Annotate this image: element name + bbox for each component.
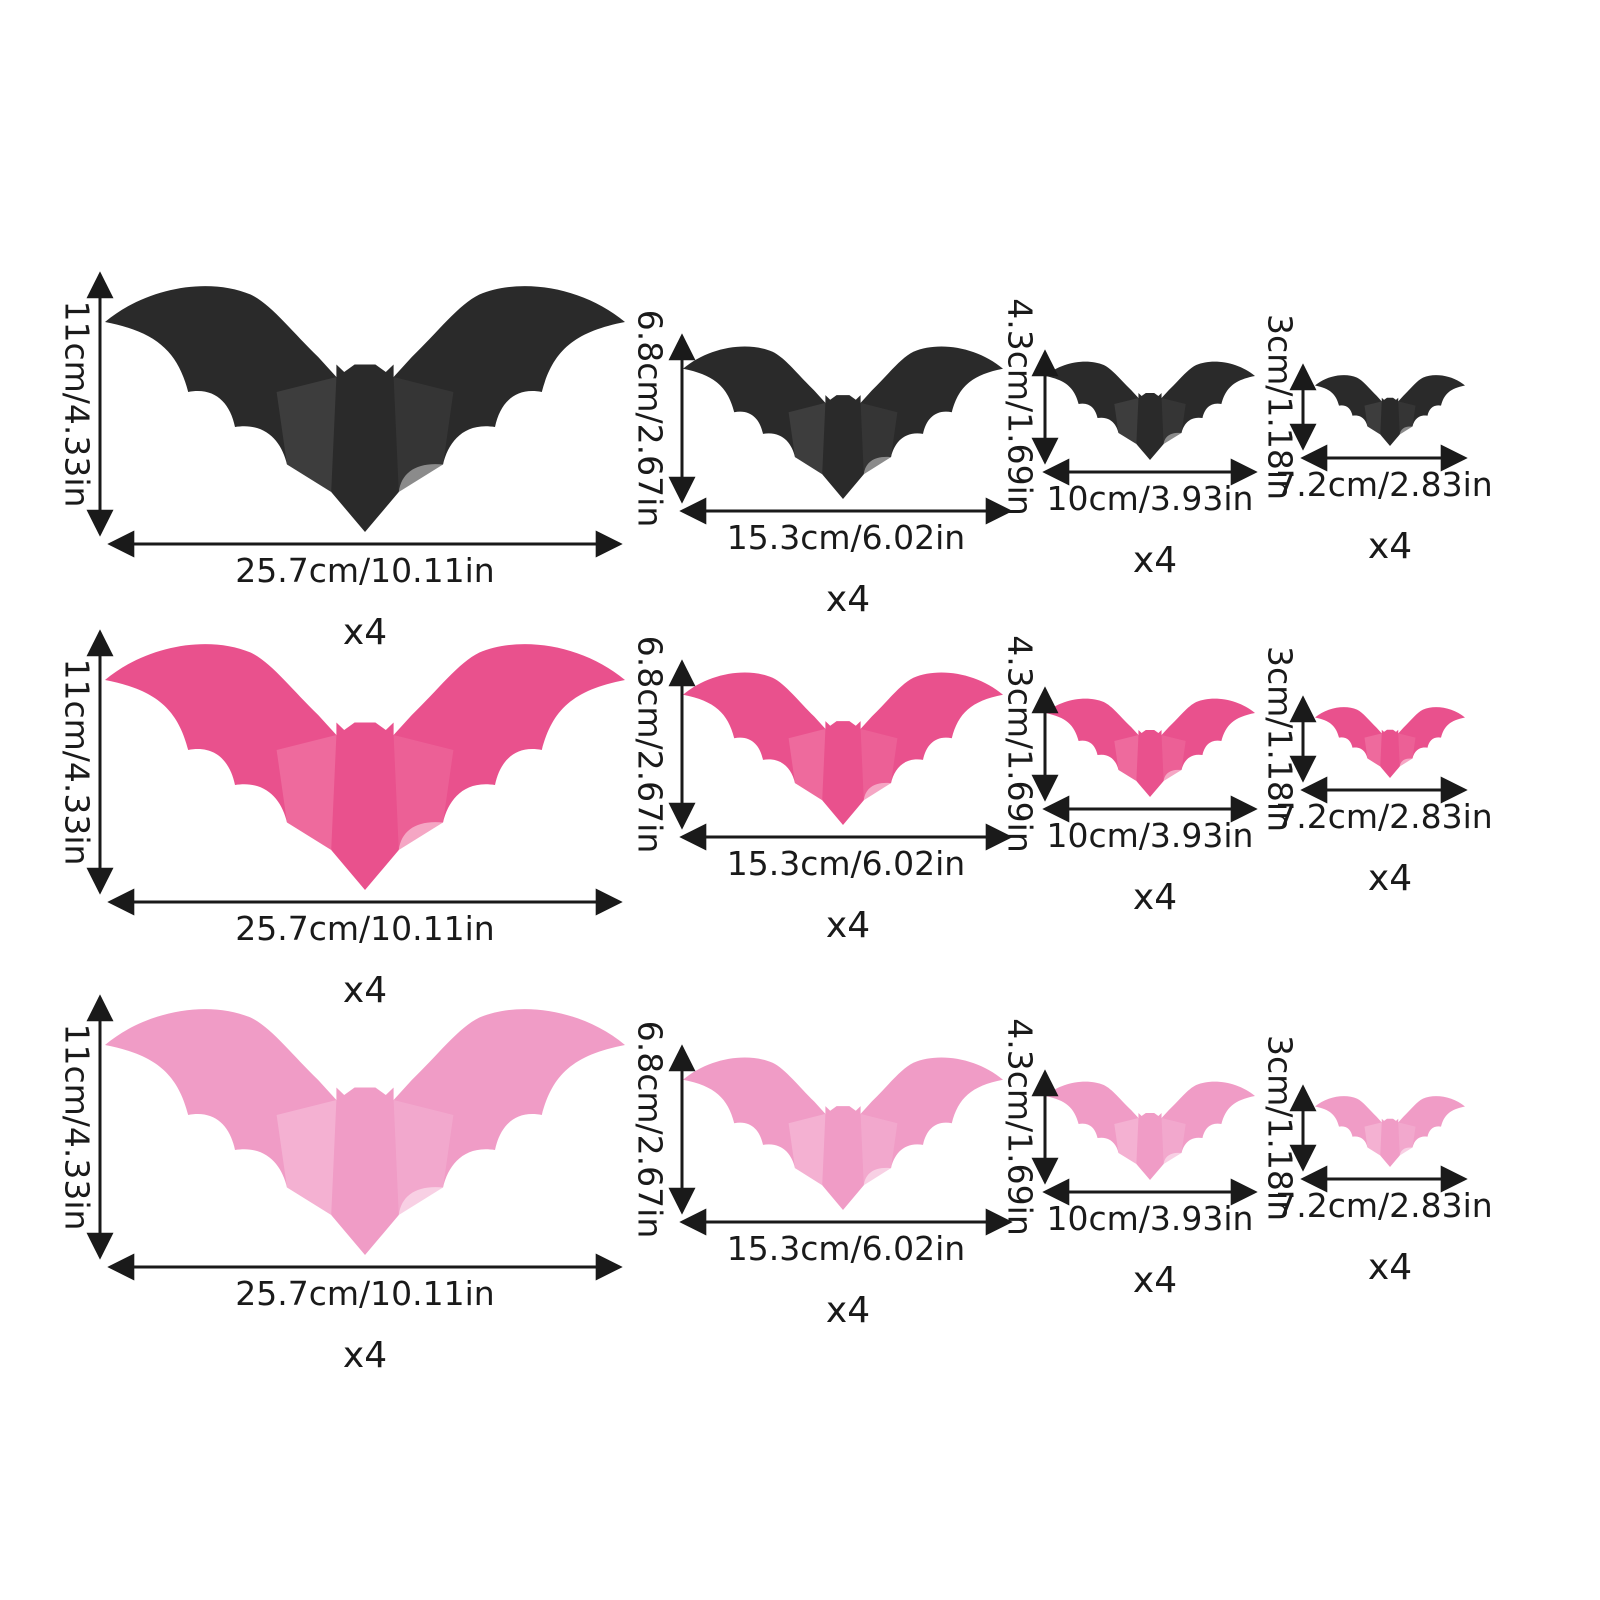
wing-fold-shade [1364,401,1382,435]
wing-fold-shade [788,1113,826,1186]
width-label: 15.3cm/6.02in [727,844,965,883]
quantity-label: x4 [826,1290,870,1331]
bat-silhouette-icon [105,286,625,532]
width-label: 15.3cm/6.02in [727,1229,965,1268]
bat-silhouette-icon [683,346,1003,499]
bat-silhouette-icon [1315,375,1465,446]
bat-item: 4.3cm/1.69in 10cm/3.93in x4 [1001,1018,1258,1301]
quantity-label: x4 [826,579,870,620]
wing-fold-shade [393,1100,454,1215]
wing-fold-shade [1398,401,1416,435]
width-label: 15.3cm/6.02in [727,518,965,557]
bat-item: 4.3cm/1.69in 10cm/3.93in x4 [1001,298,1258,581]
bat-item: 4.3cm/1.69in 10cm/3.93in x4 [1001,635,1258,918]
quantity-label: x4 [343,1335,387,1376]
quantity-label: x4 [1368,1247,1412,1288]
height-label: 11cm/4.33in [58,1024,97,1231]
bat-silhouette-icon [105,1009,625,1255]
bat-silhouette-icon [1045,361,1255,460]
wing-fold-shade [1161,398,1186,444]
width-label: 25.7cm/10.11in [235,909,494,948]
wing-fold-shade [393,735,454,850]
height-label: 4.3cm/1.69in [1001,1018,1040,1235]
height-label: 11cm/4.33in [58,659,97,866]
height-label: 4.3cm/1.69in [1001,635,1040,852]
height-label: 3cm/1.18in [1261,314,1300,500]
bat-silhouette-icon [683,1057,1003,1210]
width-label: 7.2cm/2.83in [1275,797,1492,836]
wing-fold-shade [276,377,337,492]
bat-row-rose: 11cm/4.33in25.7cm/10.11inx46.8cm/2.67in1… [58,629,1493,1011]
wing-fold-shade [860,402,898,475]
bat-grid: 11cm/4.33in25.7cm/10.11inx46.8cm/2.67in1… [58,271,1493,1376]
width-label: 7.2cm/2.83in [1275,465,1492,504]
height-label: 6.8cm/2.67in [631,1021,670,1238]
quantity-label: x4 [1368,526,1412,567]
bat-item: 11cm/4.33in 25.7cm/10.11in x4 [58,271,625,653]
quantity-label: x4 [1133,877,1177,918]
wing-fold-shade [276,735,337,850]
bat-silhouette-icon [1315,707,1465,778]
wing-fold-shade [1114,1118,1139,1164]
wing-fold-shade [1161,735,1186,781]
quantity-label: x4 [343,612,387,653]
wing-fold-shade [1161,1118,1186,1164]
wing-fold-shade [276,1100,337,1215]
wing-fold-shade [788,402,826,475]
height-label: 3cm/1.18in [1261,646,1300,832]
width-label: 25.7cm/10.11in [235,1274,494,1313]
bat-row-black: 11cm/4.33in25.7cm/10.11inx46.8cm/2.67in1… [58,271,1493,653]
wing-fold-shade [860,728,898,801]
width-label: 10cm/3.93in [1047,816,1254,855]
bat-item: 6.8cm/2.67in 15.3cm/6.02in x4 [631,1021,1013,1331]
quantity-label: x4 [1368,858,1412,899]
quantity-label: x4 [826,905,870,946]
wing-fold-shade [1114,735,1139,781]
height-label: 6.8cm/2.67in [631,636,670,853]
quantity-label: x4 [1133,1260,1177,1301]
wing-fold-shade [1114,398,1139,444]
bat-row-light-pink: 11cm/4.33in25.7cm/10.11inx46.8cm/2.67in1… [58,994,1493,1376]
height-label: 6.8cm/2.67in [631,310,670,527]
bat-silhouette-icon [1045,1081,1255,1180]
wing-fold-shade [1364,733,1382,767]
bat-silhouette-icon [105,644,625,890]
height-label: 11cm/4.33in [58,301,97,508]
wing-fold-shade [1364,1122,1382,1156]
quantity-label: x4 [1133,540,1177,581]
bat-silhouette-icon [1045,698,1255,797]
bat-item: 6.8cm/2.67in 15.3cm/6.02in x4 [631,310,1013,620]
wing-fold-shade [788,728,826,801]
wing-fold-shade [860,1113,898,1186]
wing-fold-shade [393,377,454,492]
width-label: 25.7cm/10.11in [235,551,494,590]
bat-silhouette-icon [683,672,1003,825]
bat-item: 6.8cm/2.67in 15.3cm/6.02in x4 [631,636,1013,946]
height-label: 3cm/1.18in [1261,1035,1300,1221]
width-label: 10cm/3.93in [1047,1199,1254,1238]
bat-item: 11cm/4.33in 25.7cm/10.11in x4 [58,629,625,1011]
wing-fold-shade [1398,1122,1416,1156]
wing-fold-shade [1398,733,1416,767]
width-label: 10cm/3.93in [1047,479,1254,518]
width-label: 7.2cm/2.83in [1275,1186,1492,1225]
quantity-label: x4 [343,970,387,1011]
bat-silhouette-icon [1315,1096,1465,1167]
height-label: 4.3cm/1.69in [1001,298,1040,515]
bat-item: 11cm/4.33in 25.7cm/10.11in x4 [58,994,625,1376]
